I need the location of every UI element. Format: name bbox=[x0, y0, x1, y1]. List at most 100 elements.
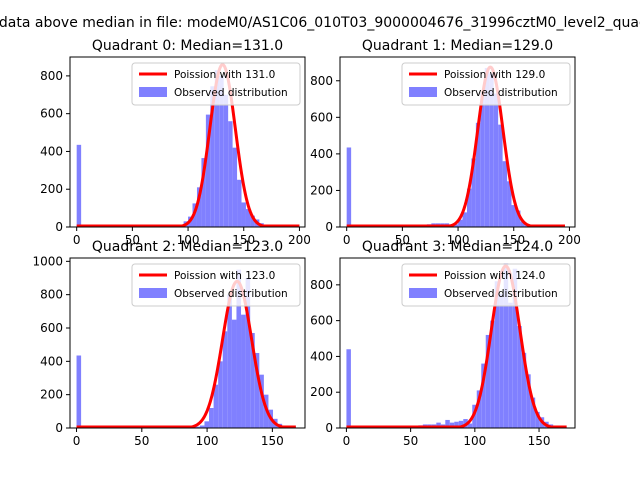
histogram-bar bbox=[223, 94, 229, 227]
quadrant-0-panel: 0 50 100 150 200 0 200 400 600 800 Quadrant 0: Med… bbox=[40, 38, 311, 247]
quadrant-1-panel: 0 50 100 150 200 0 200 400 600 800 Quadrant 1: Med… bbox=[310, 38, 581, 247]
poisson-curve-line bbox=[345, 65, 566, 228]
histogram-bar bbox=[485, 334, 491, 428]
quadrant-3-panel: 0 50 100 150 0 200 400 600 800 Quadrant 3: Median… bbox=[310, 239, 576, 448]
histogram-bar bbox=[250, 333, 255, 428]
y-tick-label: 200 bbox=[40, 388, 63, 402]
legend-label-poisson: Poission with 123.0 bbox=[174, 270, 275, 282]
poisson-curve-line bbox=[75, 279, 297, 429]
x-tick-label: 100 bbox=[447, 233, 470, 247]
y-tick-label: 400 bbox=[40, 144, 63, 158]
histogram-bar bbox=[232, 147, 238, 227]
y-tick-label: 800 bbox=[310, 278, 333, 292]
histogram-bar bbox=[490, 320, 495, 428]
poisson-curve-line bbox=[345, 264, 568, 429]
legend-bar-swatch bbox=[139, 87, 167, 97]
histogram-bar bbox=[228, 121, 233, 227]
legend-bar-swatch bbox=[409, 288, 437, 298]
y-tick-label: 0 bbox=[55, 220, 63, 234]
legend: Poission with 124.0 Observed distribution bbox=[401, 263, 571, 307]
histogram-bar bbox=[454, 421, 459, 428]
histogram-bar bbox=[530, 397, 536, 428]
x-tick-label: 200 bbox=[288, 233, 311, 247]
axes-frame bbox=[69, 257, 306, 429]
histogram-bar bbox=[227, 294, 232, 428]
histogram-bar bbox=[499, 293, 504, 428]
y-tick-label: 0 bbox=[55, 421, 63, 435]
axes-frame bbox=[69, 56, 306, 228]
y-tick-label: 800 bbox=[310, 74, 333, 88]
histogram-bar bbox=[209, 408, 214, 428]
histogram-bar bbox=[449, 422, 455, 428]
x-tick-label: 100 bbox=[196, 434, 219, 448]
legend-label-observed: Observed distribution bbox=[444, 288, 558, 300]
histogram-bar bbox=[213, 384, 219, 428]
x-tick-label: 0 bbox=[343, 233, 351, 247]
x-tick-label: 150 bbox=[528, 434, 551, 448]
histogram-bar bbox=[250, 215, 255, 227]
histogram-bar bbox=[236, 269, 242, 428]
legend: Poission with 131.0 Observed distribution bbox=[131, 62, 301, 106]
histogram-bar bbox=[245, 209, 251, 227]
histogram-bar bbox=[259, 374, 264, 428]
x-tick-label: 200 bbox=[558, 233, 581, 247]
histogram-bar bbox=[241, 202, 246, 227]
histogram-bar bbox=[453, 224, 459, 227]
histogram-bar bbox=[507, 181, 512, 227]
y-tick-label: 600 bbox=[40, 107, 63, 121]
histogram-bar bbox=[219, 75, 224, 227]
x-tick-label: 50 bbox=[125, 233, 140, 247]
histogram-bar bbox=[517, 326, 522, 428]
histogram-bar bbox=[76, 355, 82, 428]
histogram-bar bbox=[346, 147, 352, 227]
y-tick-label: 400 bbox=[310, 147, 333, 161]
histogram-bar bbox=[498, 124, 503, 227]
y-tick-label: 200 bbox=[310, 385, 333, 399]
histogram-bar bbox=[199, 425, 205, 428]
y-tick-label: 800 bbox=[40, 69, 63, 83]
x-tick-label: 100 bbox=[177, 233, 200, 247]
legend-label-observed: Observed distribution bbox=[174, 87, 288, 99]
histogram-bar bbox=[241, 314, 246, 428]
histogram-bar bbox=[520, 221, 525, 227]
legend: Poission with 123.0 Observed distribution bbox=[131, 263, 301, 307]
x-tick-label: 100 bbox=[463, 434, 486, 448]
x-tick-label: 50 bbox=[134, 434, 149, 448]
histogram-bar bbox=[346, 349, 351, 428]
y-tick-label: 200 bbox=[310, 183, 333, 197]
legend-bar-swatch bbox=[139, 288, 167, 298]
histogram-bar bbox=[462, 212, 467, 227]
y-tick-label: 200 bbox=[40, 182, 63, 196]
x-tick-label: 50 bbox=[403, 434, 418, 448]
axes-frame bbox=[339, 257, 576, 429]
y-tick-label: 600 bbox=[310, 314, 333, 328]
legend-bar-swatch bbox=[409, 87, 437, 97]
histogram-bar bbox=[458, 420, 464, 428]
histogram-bar bbox=[521, 352, 527, 428]
quadrant-title: Quadrant 1: Median=129.0 bbox=[362, 38, 553, 54]
y-tick-label: 0 bbox=[325, 421, 333, 435]
histogram-bar bbox=[481, 363, 486, 428]
y-tick-label: 600 bbox=[40, 321, 63, 335]
histogram-bar bbox=[508, 302, 513, 428]
quadrant-2-panel: 0 50 100 150 0 200 400 600 800 1000 Quadrant 2: Me… bbox=[32, 239, 306, 448]
histogram-bar bbox=[254, 353, 260, 428]
histogram-bar bbox=[237, 179, 242, 227]
histogram-bar bbox=[204, 421, 210, 428]
histogram-bar bbox=[458, 219, 463, 227]
legend-box bbox=[401, 62, 571, 106]
x-tick-label: 150 bbox=[232, 233, 255, 247]
x-tick-label: 150 bbox=[261, 434, 284, 448]
histogram-bar bbox=[214, 70, 220, 227]
histogram-bar bbox=[489, 73, 494, 227]
histogram-bar bbox=[503, 263, 509, 428]
histogram-bar bbox=[502, 161, 508, 227]
axes-frame bbox=[339, 56, 576, 228]
histogram-bar bbox=[76, 144, 82, 227]
histogram-bar bbox=[526, 374, 531, 428]
quadrant-title: Quadrant 3: Median=124.0 bbox=[362, 239, 553, 255]
legend-label-poisson: Poission with 129.0 bbox=[444, 69, 545, 81]
histogram-bar bbox=[231, 319, 237, 428]
legend-label-observed: Observed distribution bbox=[174, 288, 288, 300]
x-tick-label: 50 bbox=[395, 233, 410, 247]
